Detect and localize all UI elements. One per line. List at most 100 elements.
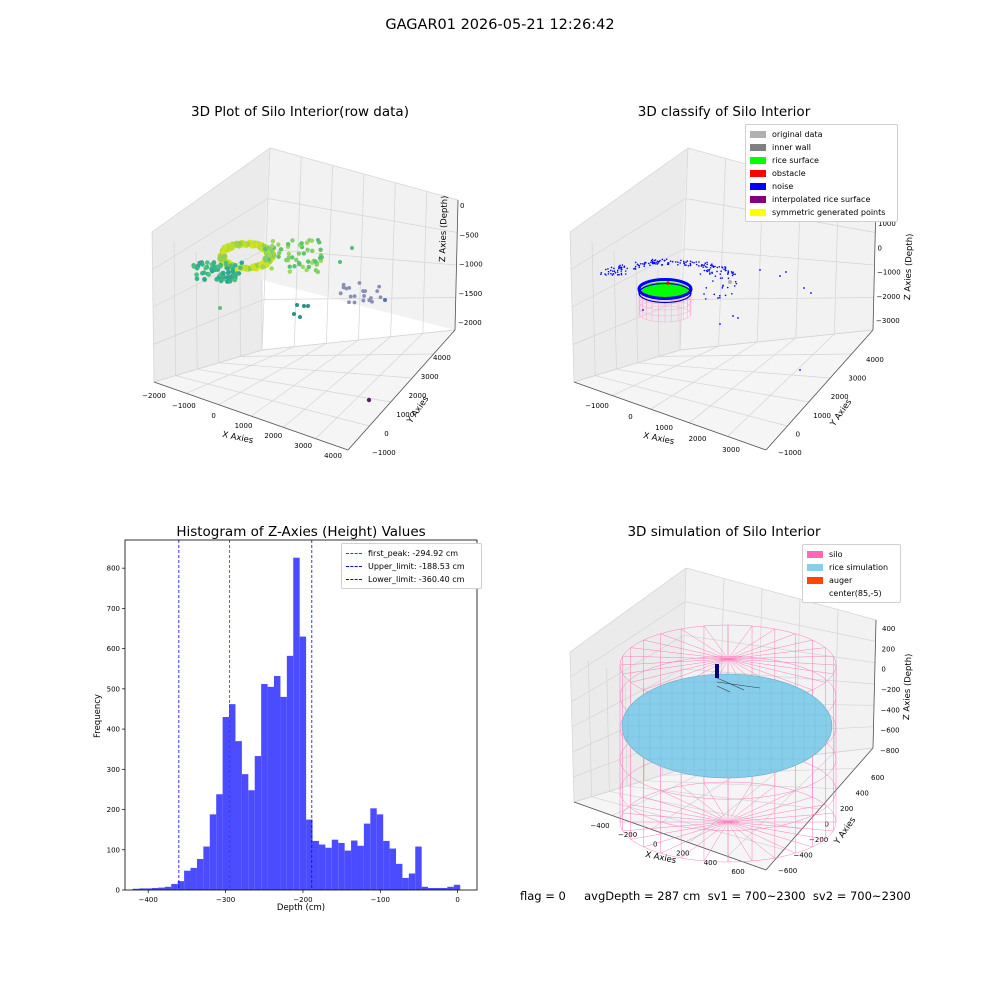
histogram-bar [164,886,172,890]
panel1-grid-line [218,343,327,405]
panel1-y-axis [347,329,456,451]
panel1-point [202,277,207,282]
panel2-noise-point [718,294,721,297]
histogram-bar [370,808,377,890]
panel2-noise-point [620,268,623,270]
panel4-grid-line [682,668,875,685]
panel2-noise-point [731,274,734,277]
panel2-noise-point [691,261,694,263]
panel4-ytick: −400 [794,852,813,860]
panel2-xtick: −1000 [585,402,609,410]
panel4-silo-roof [630,647,729,660]
panel2-noise-point [657,262,660,264]
panel2-noise-point [655,261,657,264]
panel2-noise-point [709,266,712,269]
panel2-noise-point [650,261,652,264]
histogram-bar [196,859,204,890]
panel2-noise-point [671,260,674,263]
panel2-noise-point [607,270,610,273]
panel2-inner-wall-ring [638,282,692,304]
panel4-grid-line [571,668,684,728]
panel2-noise-point [616,269,619,272]
panel2-noise-point [779,275,781,277]
panel1-point [286,255,292,260]
histogram-bar [241,774,249,890]
histogram-bar [318,844,326,890]
panel1-grid-line [153,299,265,345]
panel4-silo-floor [727,821,776,859]
panel4-grid-line [606,667,610,792]
panel2-grid-line [637,362,831,379]
panel1-point [201,270,207,275]
panel4-grid-line [684,601,876,642]
panel2-grid-line [650,341,758,410]
panel1-point [378,295,383,300]
panel1-point [357,281,362,285]
panel2-noise-point [685,261,687,264]
histogram-bar [408,873,416,890]
panel4-grid-line [571,635,685,703]
panel4-grid-line [609,790,802,830]
panel2-noise-point [734,273,736,276]
panel1-point [306,259,311,264]
panel1-point [292,312,296,316]
panel1-point [375,289,380,294]
panel2-noise-point [719,277,722,279]
panel4-silo-floor [727,790,796,823]
panel4-rice-mesh [622,674,832,778]
panel1-point [316,238,320,242]
panel1-point [257,245,264,251]
panel2-noise-point [724,266,726,268]
histogram-bar [216,794,223,890]
histogram-bar [293,557,300,890]
panel1-point [304,240,310,246]
panel2-noise-point [720,270,722,272]
panel4-grid-line [570,601,686,678]
panel1-point [350,246,354,250]
legend-entry: noise [750,180,892,193]
legend-label: rice simulation [829,563,889,572]
panel4-silo-roof [643,639,729,660]
panel1-grid-line [197,368,391,403]
panel2-noise-point [724,269,727,272]
panel2-noise-point [713,293,716,296]
panel1-point [276,254,281,259]
panel2-noise-point [700,265,703,267]
panel1-point [301,251,307,256]
panel2-noise-point [667,262,669,264]
histogram-xtick-label: −200 [293,896,312,904]
panel1-point [266,245,271,250]
panel1-point [260,264,266,269]
panel4-auger-arm [716,685,731,693]
panel2-noise-point [719,273,722,275]
legend-entry: silo [807,548,895,561]
histogram-ytick-label: 800 [107,565,120,573]
panel1-point [269,248,274,254]
histogram-bar [383,840,390,890]
legend-swatch [346,566,362,567]
panel2-noise-point [665,258,668,261]
legend-swatch [750,196,766,203]
panel4-silo-roof [727,655,834,660]
panel4-silo-floor [660,821,729,854]
panel2-noise-point [613,270,616,273]
panel1-point [262,246,268,252]
panel2-noise-point [642,263,644,265]
panel4-silo-roof [622,658,729,675]
panel2-ztick: 0 [878,244,882,252]
panel2-noise-point [717,297,719,299]
panel2-noise-point [689,264,692,266]
panel2-noise-point [730,271,733,273]
legend-label: center(85,-5) [829,589,882,598]
panel4-xtick: −400 [590,822,609,830]
panel1-point [228,263,234,269]
panel1-point [363,289,368,294]
histogram-bar [453,884,461,890]
legend-entry: interpolated rice surface [750,193,892,206]
panel1-point [285,241,291,247]
histogram-bar [280,696,287,890]
panel4-silo-floor [727,821,753,862]
panel1-grid-line [173,241,176,376]
panel1-point [237,241,243,247]
panel1-point [344,286,349,291]
